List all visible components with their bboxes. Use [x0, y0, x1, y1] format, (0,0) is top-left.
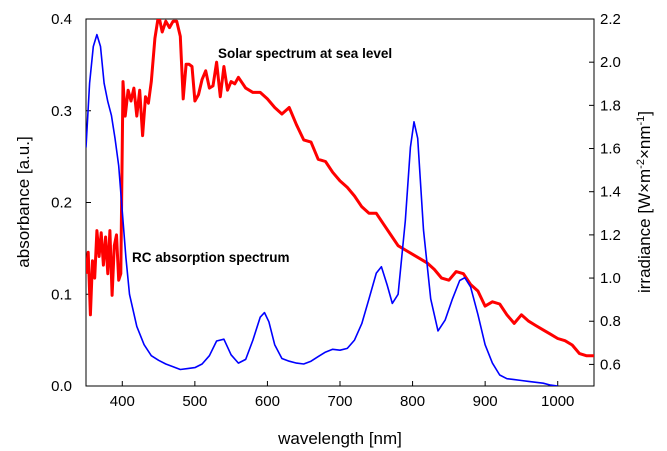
y-right-tick-label: 0.8 [600, 313, 621, 330]
y-axis-left: 0.0 0.1 0.2 0.3 0.4 [51, 11, 91, 395]
x-tick-label: 600 [255, 393, 280, 410]
y-left-tick-label: 0.2 [51, 195, 72, 212]
y-right-tick-label: 1.2 [600, 227, 621, 244]
x-axis-label: wavelength [nm] [277, 429, 402, 448]
x-axis: 400 500 600 700 800 900 1000 [110, 381, 574, 410]
y-right-tick-label: 1.4 [600, 184, 621, 201]
y-left-tick-label: 0.1 [51, 286, 72, 303]
x-tick-label: 900 [473, 393, 498, 410]
y-right-tick-label: 1.8 [600, 97, 621, 114]
y-right-tick-label: 2.0 [600, 54, 621, 71]
rc-absorption-line [86, 33, 558, 386]
y-left-tick-label: 0.4 [51, 11, 72, 28]
y-right-tick-label: 1.0 [600, 270, 621, 287]
y-axis-left-label: absorbance [a.u.] [14, 136, 33, 267]
y-axis-right: 0.6 0.8 1.0 1.2 1.4 1.6 1.8 2.0 2.2 [589, 11, 621, 373]
y-right-tick-label: 2.2 [600, 11, 621, 28]
rc-annotation: RC absorption spectrum [132, 250, 290, 265]
solar-annotation: Solar spectrum at sea level [218, 46, 392, 61]
x-tick-label: 500 [182, 393, 207, 410]
y-axis-right-label: irradiance [W×m-2×nm-1] [635, 111, 654, 293]
x-tick-label: 700 [327, 393, 352, 410]
x-tick-label: 400 [110, 393, 135, 410]
x-tick-label: 1000 [541, 393, 574, 410]
solar-spectrum-line [86, 19, 594, 358]
y-right-tick-label: 0.6 [600, 356, 621, 373]
y-right-tick-label: 1.6 [600, 141, 621, 158]
plot-frame [85, 18, 595, 387]
y-left-tick-label: 0.0 [51, 378, 72, 395]
x-tick-label: 800 [400, 393, 425, 410]
y-left-tick-label: 0.3 [51, 103, 72, 120]
